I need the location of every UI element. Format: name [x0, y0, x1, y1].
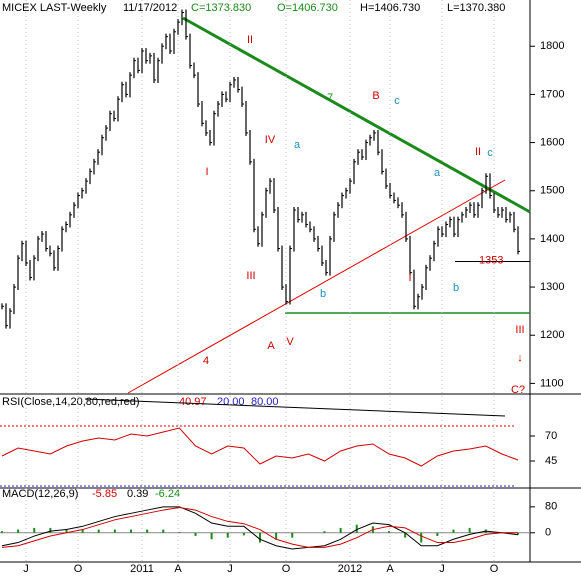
x-tick-label: O [74, 563, 83, 575]
x-tick-label: J [439, 563, 445, 575]
y-tick-label: 1300 [540, 281, 564, 293]
wave-label: B [372, 90, 379, 102]
wave-label: V [286, 336, 294, 348]
x-tick-label: 2011 [130, 563, 154, 575]
wave-label: c [394, 95, 400, 107]
wave-label: A [267, 340, 275, 352]
y-tick-label: 1100 [540, 377, 564, 389]
wave-label: III [246, 270, 255, 282]
macd-header: MACD(12,26,9) -5.85 0.39 -6.24 [2, 488, 180, 500]
wave-label: b [453, 282, 459, 294]
rsi-tick-label: 70 [545, 430, 557, 442]
wave-label: I [408, 272, 411, 284]
x-tick-label: J [227, 563, 233, 575]
wave-label: IV [265, 134, 276, 146]
macd-tick-label: 0 [545, 527, 551, 539]
wave-label: 7 [327, 92, 333, 104]
wave-label: 4 [203, 355, 209, 367]
rsi-tick-label: 45 [545, 455, 557, 467]
x-tick-label: J [23, 563, 29, 575]
arrow: ↓ [517, 352, 523, 364]
resistance-trendline [182, 16, 531, 214]
wave-label: II [247, 34, 253, 46]
header-title: MICEX LAST-Weekly [2, 2, 107, 14]
macd-tick-label: 80 [545, 501, 557, 513]
y-tick-label: 1400 [540, 233, 564, 245]
x-tick-label: A [386, 563, 394, 575]
y-tick-label: 1800 [540, 40, 564, 52]
header-open: O=1406.730 [277, 2, 338, 14]
wave-label: a [434, 167, 441, 179]
x-tick-label: 2012 [338, 563, 362, 575]
rsi-label: RSI(Close,14,20,80,red,red) [2, 396, 140, 408]
y-tick-label: 1600 [540, 136, 564, 148]
macd-label: MACD(12,26,9) [2, 488, 78, 500]
rsi-upper: 80.00 [251, 396, 279, 408]
header: MICEX LAST-Weekly 11/17/2012 C=1373.830 … [2, 2, 505, 14]
rsi-line [1, 427, 519, 467]
rsi-header: RSI(Close,14,20,80,red,red) 40.97 20.00 … [2, 396, 279, 408]
y-tick-label: 1500 [540, 185, 564, 197]
macd-signal-line [1, 506, 518, 548]
header-high: H=1406.730 [360, 2, 420, 14]
wave-label: III [515, 324, 524, 336]
wave-label: b [320, 288, 326, 300]
macd-signal-last: -6.24 [155, 488, 180, 500]
x-tick-label: A [174, 563, 182, 575]
support-trendline [127, 179, 506, 394]
macd-line [1, 506, 519, 550]
header-close: C=1373.830 [191, 2, 251, 14]
wave-label: a [294, 139, 301, 151]
rsi-lower: 20.00 [217, 396, 245, 408]
x-tick-label: O [282, 563, 291, 575]
header-date: 11/17/2012 [123, 2, 177, 14]
macd-last: -5.85 [92, 488, 117, 500]
wave-label: C? [511, 384, 525, 396]
wave-label: II [475, 146, 481, 158]
y-tick-label: 1200 [540, 329, 564, 341]
macd-hist-last: 0.39 [127, 488, 148, 500]
y-tick-label: 1700 [540, 88, 564, 100]
header-low: L=1370.380 [447, 2, 505, 14]
wave-label: I [205, 166, 208, 178]
x-tick-label: O [490, 563, 499, 575]
wave-label: c [487, 147, 493, 159]
rsi-last: 40.97 [179, 396, 207, 408]
rsi-trendline [84, 398, 506, 417]
support-level-label: 1353 [479, 254, 503, 266]
